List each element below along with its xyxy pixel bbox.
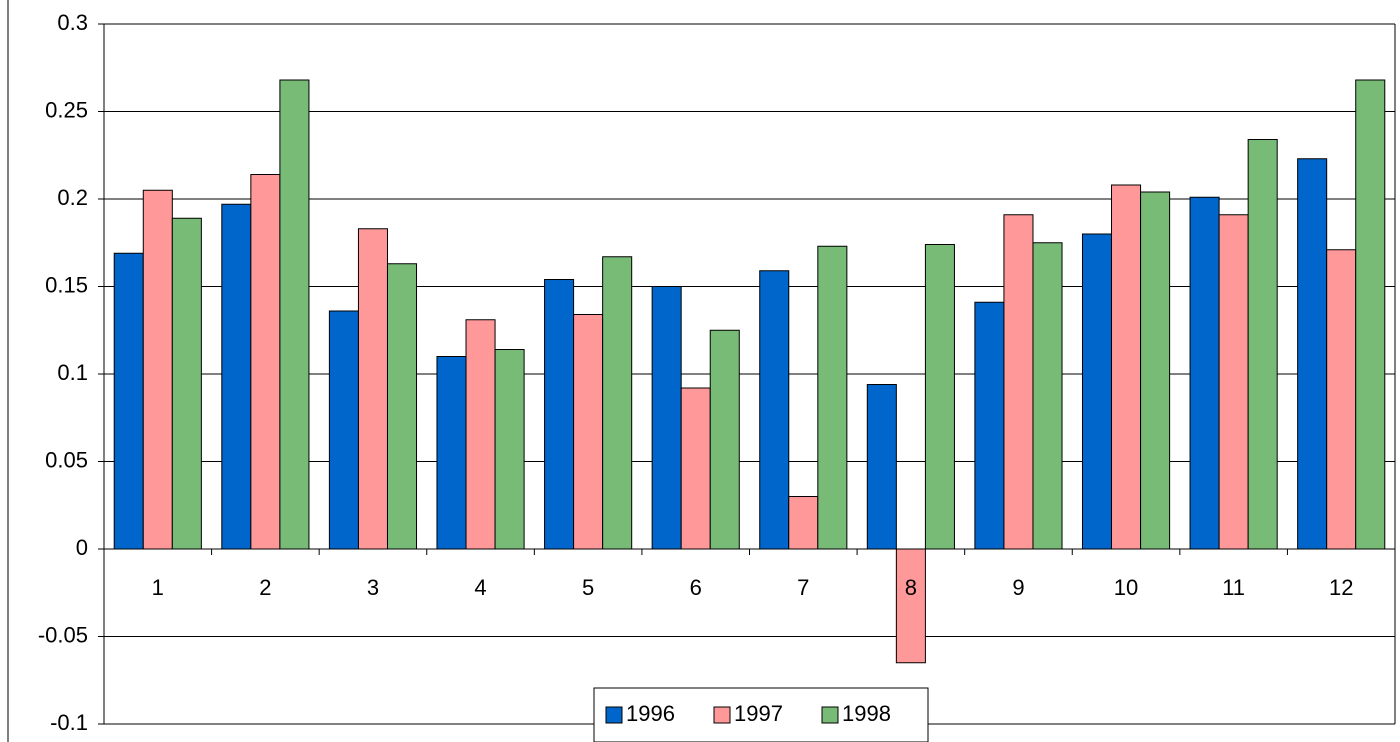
bar [279,79,310,550]
bar [221,203,252,550]
bar [544,279,575,550]
y-tick-label: 0.15 [45,272,88,297]
x-tick-label: 11 [1222,575,1245,600]
legend-label: 1996 [626,701,675,726]
x-tick-label: 1 [152,575,164,600]
bar [1111,184,1142,550]
bar [866,384,897,550]
bar [709,329,740,550]
legend-label: 1997 [734,701,783,726]
bar [357,228,388,550]
bar [113,252,144,550]
y-tick-label: -0.05 [38,622,88,647]
bar [924,244,955,550]
y-tick-label: 0.2 [57,185,88,210]
bar [651,286,682,550]
bar [171,217,202,550]
bar [1355,79,1386,550]
bar [1297,158,1328,550]
y-tick-label: 0.3 [57,10,88,35]
bar [328,310,359,550]
legend-swatch [713,706,731,724]
bar [1003,214,1034,550]
bar [1218,214,1249,550]
bar [817,245,848,550]
legend-swatch [605,706,623,724]
x-tick-label: 9 [1012,575,1024,600]
bar [602,256,633,550]
legend-box [593,687,929,742]
bar [788,496,819,550]
bar [1189,196,1220,550]
bar [759,270,790,550]
bar [974,301,1005,550]
x-tick-label: 10 [1114,575,1138,600]
legend-swatch [821,706,839,724]
bar [1326,249,1357,550]
legend: 1996 1997 1998 [593,687,929,742]
x-tick-label: 6 [690,575,702,600]
bar [142,189,173,550]
x-tick-label: 3 [367,575,379,600]
y-tick-label: 0.1 [57,360,88,385]
bar [386,263,418,550]
bar [1140,191,1171,550]
bar [1032,242,1063,550]
bar [1081,233,1113,550]
bar [895,548,926,664]
y-tick-label: -0.1 [50,710,88,735]
x-tick-label: 5 [582,575,594,600]
bar [680,387,711,550]
x-tick-label: 4 [474,575,486,600]
bar [494,349,525,550]
bar [573,314,604,550]
y-tick-label: 0.25 [45,97,88,122]
x-tick-label: 2 [259,575,271,600]
bar [1247,139,1278,550]
x-tick-label: 7 [797,575,809,600]
legend-label: 1998 [842,701,891,726]
x-tick-label: 8 [905,575,917,600]
bar [436,356,467,550]
bar [465,319,496,550]
y-tick-label: 0 [76,535,88,560]
bar [250,174,281,550]
x-tick-label: 12 [1329,575,1353,600]
y-tick-label: 0.05 [45,447,88,472]
